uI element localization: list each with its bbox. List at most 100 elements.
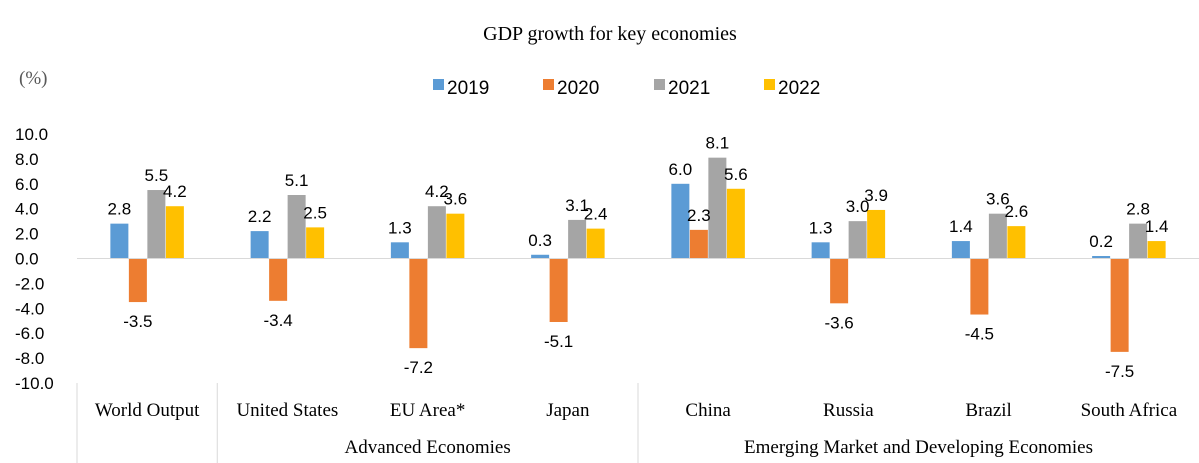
bar-2022-japan [586, 228, 605, 259]
bar-2021-eu-area [427, 206, 446, 259]
bar-2021-world-output [147, 190, 166, 259]
bar-2019-russia [811, 242, 830, 259]
data-label-2022-eu-area: 3.6 [444, 190, 468, 209]
bar-2021-united-states [287, 195, 306, 259]
bar-2020-eu-area [409, 258, 428, 349]
category-label-world-output: World Output [95, 400, 200, 421]
data-label-2022-united-states: 2.5 [303, 203, 327, 222]
bar-2020-brazil [970, 258, 989, 315]
bar-2020-south-africa [1110, 258, 1129, 352]
data-label-2021-world-output: 5.5 [145, 166, 169, 185]
data-label-2019-south-africa: 0.2 [1089, 232, 1113, 251]
bar-2022-south-africa [1147, 241, 1166, 259]
y-tick-label: -10.0 [15, 374, 54, 393]
bar-2022-china [726, 188, 745, 259]
data-label-2021-united-states: 5.1 [285, 171, 309, 190]
category-label-russia: Russia [823, 400, 874, 421]
bar-2021-japan [568, 219, 587, 259]
data-label-2022-south-africa: 1.4 [1145, 217, 1169, 236]
data-label-2021-china: 8.1 [706, 134, 730, 153]
data-label-2019-china: 6.0 [669, 160, 693, 179]
data-label-2019-russia: 1.3 [809, 218, 833, 237]
group-label-emerging-market-and-developing-economies: Emerging Market and Developing Economies [744, 437, 1093, 458]
bar-2020-world-output [128, 258, 147, 303]
y-tick-label: -2.0 [15, 274, 44, 293]
group-label-advanced-economies: Advanced Economies [345, 437, 511, 458]
data-labels: 2.8-3.55.54.22.2-3.45.12.51.3-7.24.23.60… [108, 134, 1169, 381]
data-label-2020-eu-area: -7.2 [404, 358, 433, 377]
data-label-2019-brazil: 1.4 [949, 217, 973, 236]
y-tick-label: -8.0 [15, 349, 44, 368]
bar-2022-united-states [306, 227, 325, 259]
bar-2019-eu-area [390, 242, 409, 259]
unit-label: (%) [19, 68, 47, 89]
y-tick-label: 8.0 [15, 150, 39, 169]
bar-2021-south-africa [1129, 223, 1148, 259]
bar-2019-japan [531, 254, 550, 259]
data-label-2021-russia: 3.0 [846, 197, 870, 216]
data-label-2021-eu-area: 4.2 [425, 182, 449, 201]
legend-swatch-2020 [543, 79, 554, 90]
bar-2020-russia [830, 258, 849, 304]
y-tick-label: 0.0 [15, 250, 39, 269]
bar-2020-japan [549, 258, 568, 322]
bar-2022-russia [867, 209, 886, 259]
data-label-2022-brazil: 2.6 [1005, 202, 1029, 221]
category-label-eu-area: EU Area* [390, 400, 465, 421]
data-label-2019-world-output: 2.8 [108, 200, 132, 219]
data-label-2022-japan: 2.4 [584, 205, 608, 224]
data-label-2019-japan: 0.3 [528, 231, 552, 250]
bar-2019-china [671, 183, 690, 259]
legend-label-2020: 2020 [557, 78, 599, 99]
y-tick-label: 2.0 [15, 225, 39, 244]
category-label-brazil: Brazil [965, 400, 1011, 421]
bar-2022-brazil [1007, 226, 1026, 259]
bar-2020-united-states [269, 258, 288, 301]
bar-2021-brazil [988, 213, 1007, 259]
data-label-2020-united-states: -3.4 [263, 311, 292, 330]
data-label-2022-china: 5.6 [724, 165, 748, 184]
legend-label-2021: 2021 [668, 78, 710, 99]
bar-2021-china [708, 157, 727, 259]
bar-2020-china [689, 229, 708, 259]
y-tick-label: 6.0 [15, 175, 39, 194]
data-label-2022-world-output: 4.2 [163, 182, 187, 201]
bar-2022-eu-area [446, 213, 465, 259]
data-label-2021-south-africa: 2.8 [1126, 200, 1150, 219]
category-label-japan: Japan [546, 400, 590, 421]
y-axis: 10.0 8.0 6.0 4.0 2.0 0.0 -2.0 -4.0 -6.0 -8.0 -10.0 [15, 125, 54, 393]
bar-2019-united-states [250, 231, 269, 259]
legend-swatch-2021 [654, 79, 665, 90]
legend-swatch-2022 [764, 79, 775, 90]
bar-2019-world-output [110, 223, 129, 259]
bar-2021-russia [848, 221, 867, 259]
legend: 2019 2020 2021 2022 [433, 78, 820, 99]
data-label-2021-japan: 3.1 [565, 196, 589, 215]
bar-2019-brazil [951, 241, 970, 259]
x-axis: World Output United States EU Area* Japan Ch… [76, 383, 1178, 463]
data-label-2020-brazil: -4.5 [965, 325, 994, 344]
bar-2022-world-output [165, 206, 184, 259]
category-label-south-africa: South Africa [1081, 400, 1178, 421]
y-tick-label: 4.0 [15, 200, 39, 219]
legend-swatch-2019 [433, 79, 444, 90]
legend-label-2019: 2019 [447, 78, 489, 99]
legend-label-2022: 2022 [778, 78, 820, 99]
bar-2019-south-africa [1092, 256, 1111, 259]
data-label-2021-brazil: 3.6 [986, 190, 1010, 209]
data-label-2020-japan: -5.1 [544, 332, 573, 351]
data-label-2019-eu-area: 1.3 [388, 218, 412, 237]
category-label-china: China [685, 400, 731, 421]
data-label-2019-united-states: 2.2 [248, 207, 272, 226]
bars [77, 157, 1199, 352]
y-tick-label: 10.0 [15, 125, 48, 144]
category-label-united-states: United States [236, 400, 338, 421]
y-tick-label: -4.0 [15, 299, 44, 318]
data-label-2022-russia: 3.9 [864, 186, 888, 205]
data-label-2020-south-africa: -7.5 [1105, 362, 1134, 381]
data-label-2020-china: 2.3 [687, 206, 711, 225]
data-label-2020-world-output: -3.5 [123, 312, 152, 331]
data-label-2020-russia: -3.6 [824, 313, 853, 332]
chart-title: GDP growth for key economies [483, 23, 737, 45]
